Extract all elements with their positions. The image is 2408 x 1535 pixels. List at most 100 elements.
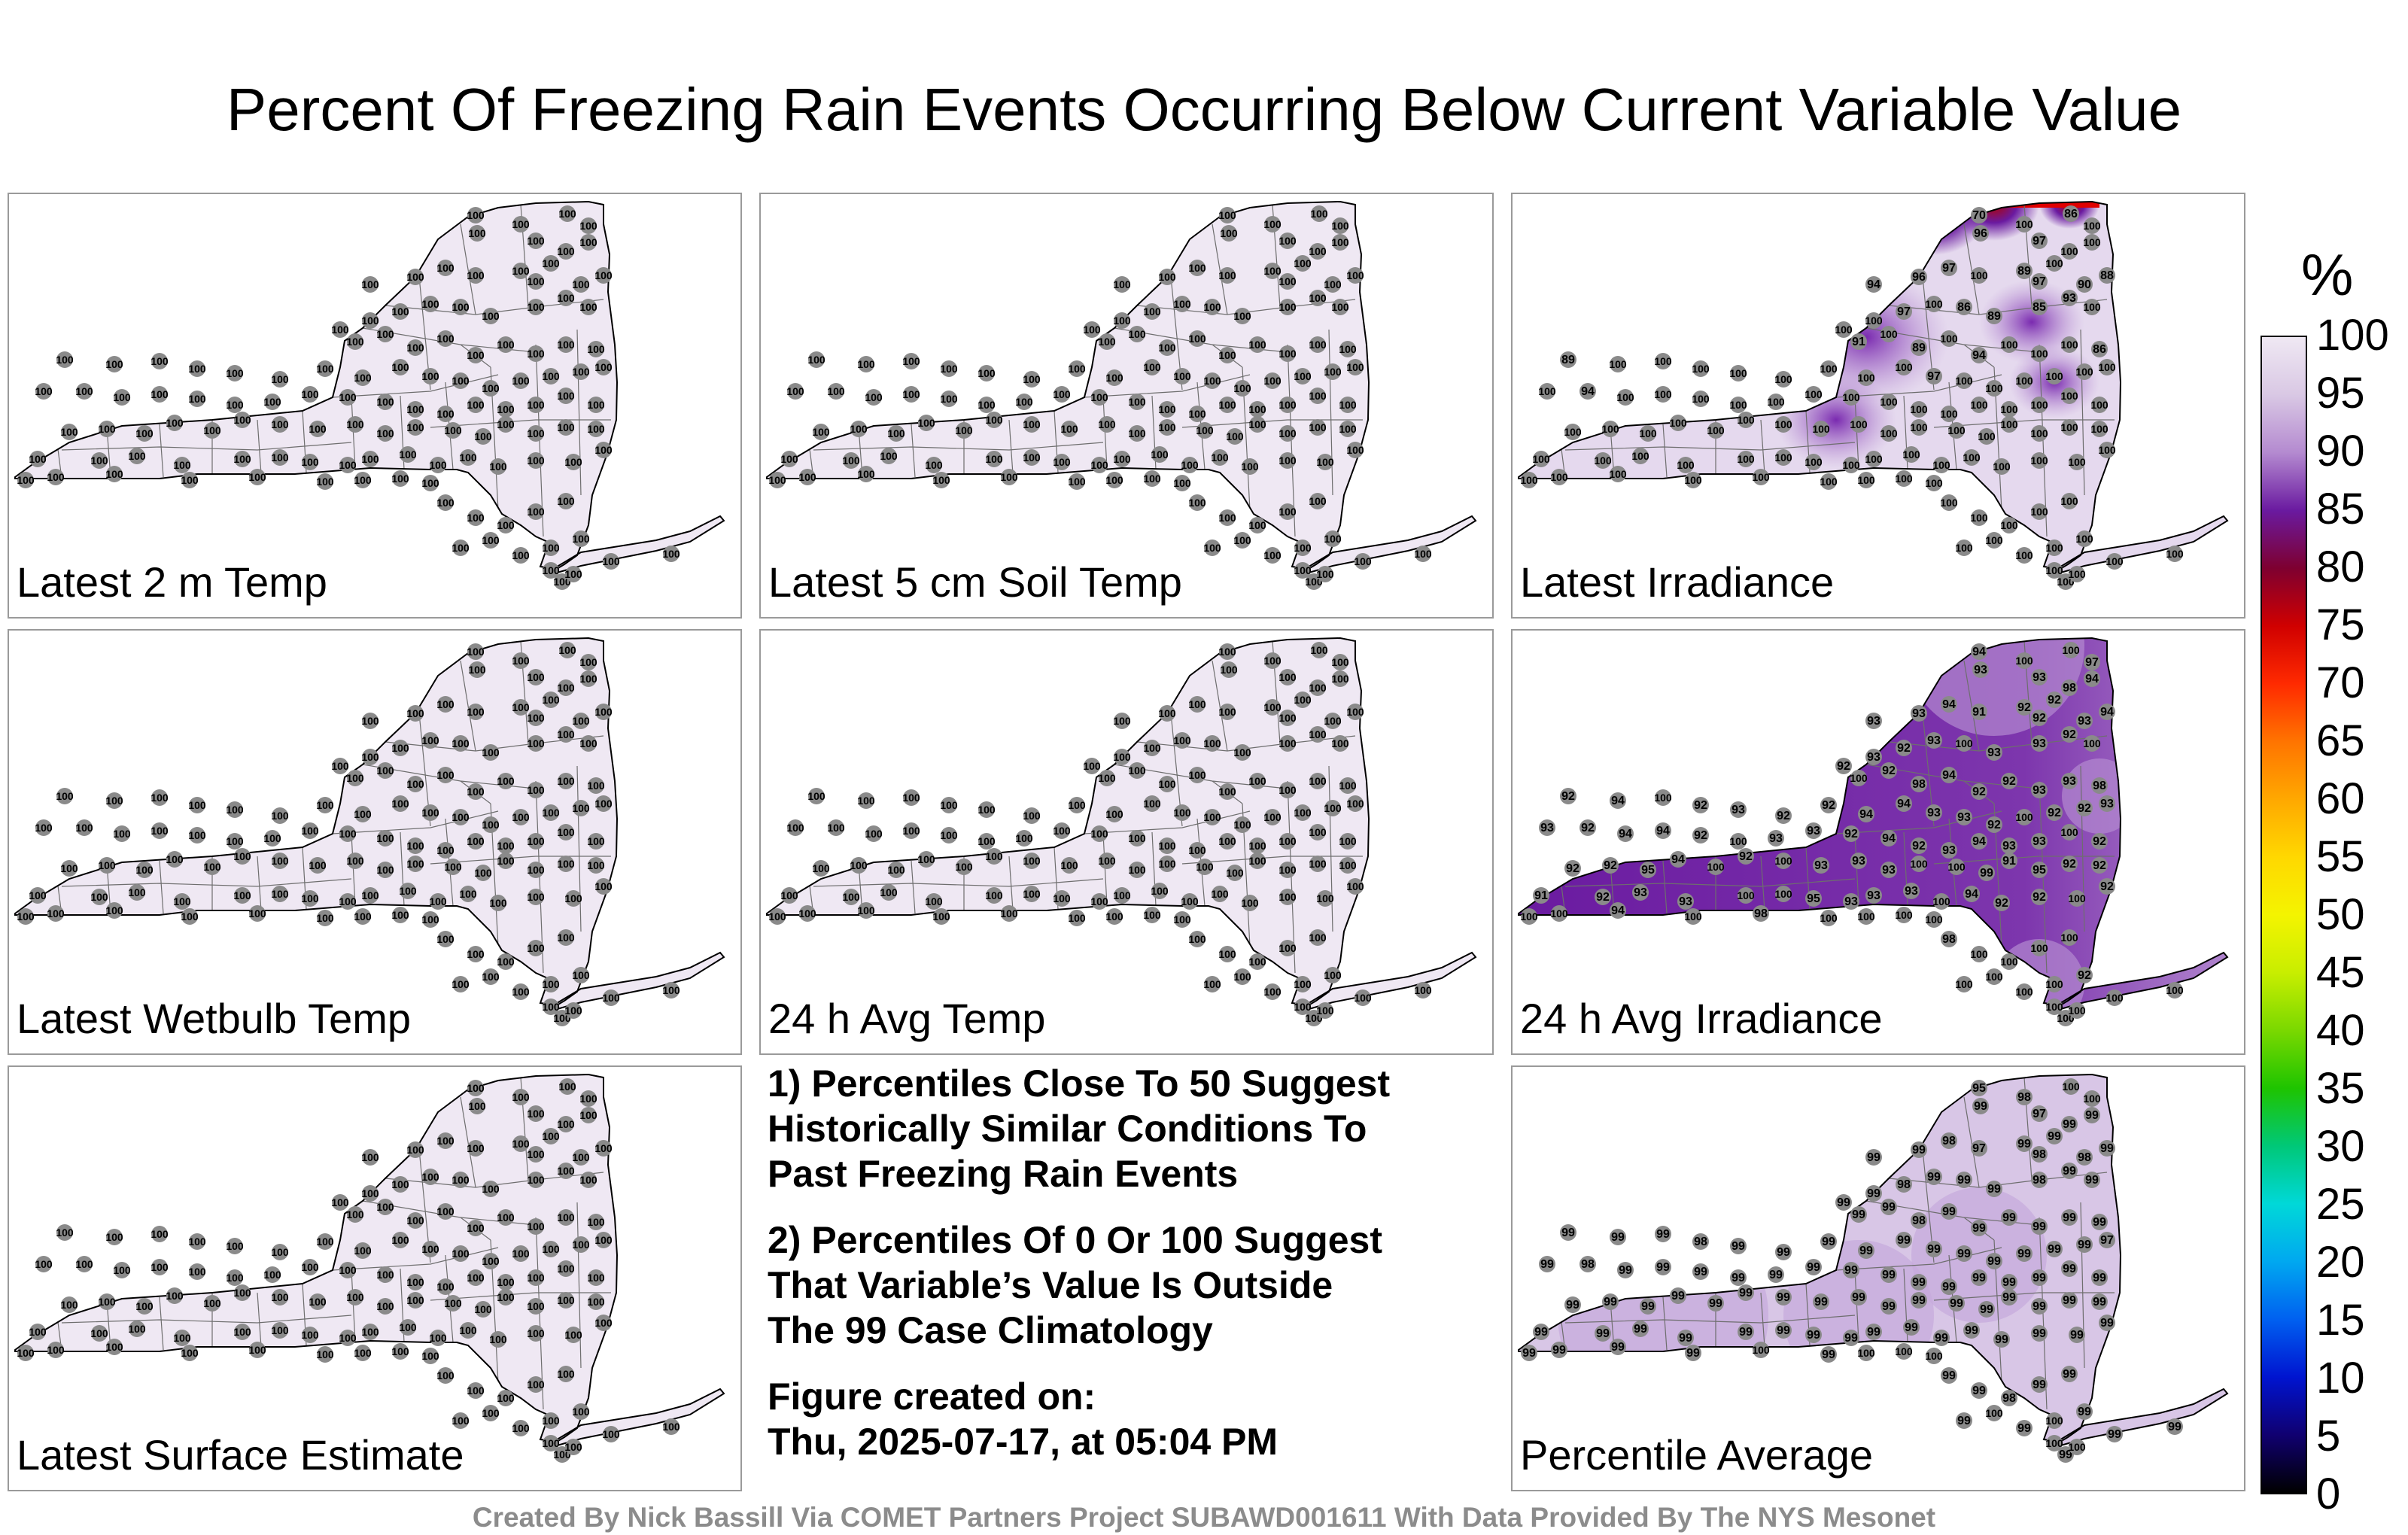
station-dot bbox=[482, 380, 499, 397]
station-marker: 100 bbox=[1346, 359, 1364, 375]
station-dot bbox=[565, 1327, 582, 1343]
station-value: 100 bbox=[1331, 737, 1349, 749]
county-border bbox=[460, 660, 476, 752]
station-value: 100 bbox=[482, 382, 500, 394]
station-marker: 100 bbox=[1339, 833, 1357, 850]
station-marker: 100 bbox=[527, 425, 545, 442]
station-value: 100 bbox=[497, 1276, 515, 1288]
station-dot bbox=[986, 412, 1002, 428]
station-dot bbox=[528, 940, 544, 956]
station-dot bbox=[1632, 1321, 1649, 1337]
station-dot bbox=[573, 800, 589, 816]
colorbar-tick-label: 70 bbox=[2316, 658, 2365, 707]
station-marker: 100 bbox=[173, 1330, 191, 1346]
station-marker: 100 bbox=[135, 1298, 154, 1315]
station-dot bbox=[1971, 347, 1987, 363]
station-value: 100 bbox=[181, 910, 199, 923]
station-marker: 100 bbox=[542, 976, 560, 992]
station-marker: 100 bbox=[1173, 368, 1191, 385]
station-marker: 100 bbox=[594, 1232, 613, 1248]
station-marker: 100 bbox=[2062, 1078, 2080, 1095]
station-value: 100 bbox=[1068, 912, 1086, 924]
state-outline bbox=[1518, 200, 2122, 570]
station-value: 100 bbox=[594, 444, 613, 456]
station-value: 100 bbox=[527, 1220, 545, 1233]
station-value: 100 bbox=[1263, 811, 1282, 823]
station-dot bbox=[1332, 234, 1348, 251]
station-marker: 95 bbox=[1805, 890, 1822, 907]
station-marker: 100 bbox=[985, 848, 1003, 865]
station-dot bbox=[106, 1229, 123, 1245]
station-value: 94 bbox=[1671, 853, 1685, 866]
station-marker: 100 bbox=[557, 679, 575, 696]
station-value: 100 bbox=[579, 301, 597, 313]
station-value: 100 bbox=[497, 840, 515, 852]
station-dot bbox=[1610, 792, 1626, 809]
station-marker: 100 bbox=[662, 546, 680, 562]
station-marker: 100 bbox=[56, 788, 74, 804]
station-value: 100 bbox=[602, 1428, 620, 1440]
county-border bbox=[1760, 856, 1765, 911]
station-dot bbox=[2061, 1260, 2078, 1277]
station-value: 100 bbox=[940, 363, 958, 375]
station-value: 99 bbox=[1942, 1205, 1956, 1218]
station-value: 100 bbox=[391, 798, 409, 810]
station-marker: 88 bbox=[2099, 267, 2115, 284]
station-dot bbox=[1986, 968, 2002, 985]
station-dot bbox=[354, 806, 371, 822]
station-value: 100 bbox=[1932, 895, 1950, 907]
station-value: 100 bbox=[1173, 370, 1191, 382]
station-marker: 100 bbox=[1729, 833, 1747, 850]
station-marker: 100 bbox=[301, 822, 319, 839]
station-dot bbox=[1956, 1245, 1972, 1262]
station-value: 100 bbox=[346, 418, 364, 430]
station-dot bbox=[1896, 303, 1912, 320]
station-value: 100 bbox=[489, 460, 507, 473]
station-marker: 100 bbox=[587, 857, 605, 874]
station-marker: 100 bbox=[1248, 853, 1266, 869]
station-dot bbox=[1579, 819, 1596, 836]
station-value: 100 bbox=[662, 984, 680, 996]
station-dot bbox=[2031, 345, 2048, 362]
station-dot bbox=[1880, 394, 1897, 410]
station-dot bbox=[512, 547, 529, 564]
station-dot bbox=[497, 853, 514, 869]
station-value: 99 bbox=[2108, 1428, 2121, 1441]
station-dot bbox=[2076, 276, 2093, 293]
station-dot bbox=[1948, 1295, 1965, 1312]
station-value: 100 bbox=[2030, 506, 2048, 518]
colorbar-tick-label: 90 bbox=[2316, 427, 2365, 476]
station-value: 97 bbox=[1927, 370, 1941, 383]
station-value: 92 bbox=[2078, 969, 2091, 982]
station-marker: 100 bbox=[1331, 234, 1349, 251]
station-dot bbox=[129, 448, 145, 464]
station-marker: 100 bbox=[173, 893, 191, 910]
station-marker: 98 bbox=[2031, 1172, 2048, 1188]
station-marker: 100 bbox=[203, 422, 221, 439]
station-marker: 100 bbox=[2045, 562, 2063, 579]
station-marker: 100 bbox=[2060, 336, 2078, 353]
county-border bbox=[332, 1247, 499, 1271]
station-dot bbox=[580, 735, 597, 752]
station-marker: 100 bbox=[1278, 940, 1297, 956]
station-value: 100 bbox=[361, 453, 379, 465]
station-dot bbox=[1655, 386, 1671, 403]
station-marker: 99 bbox=[1865, 1324, 1882, 1340]
station-dot bbox=[497, 336, 514, 353]
station-marker: 100 bbox=[29, 1324, 47, 1340]
station-marker: 100 bbox=[1113, 887, 1131, 904]
station-marker: 100 bbox=[451, 1172, 470, 1188]
station-dot bbox=[1911, 837, 1927, 854]
station-dot bbox=[452, 1412, 469, 1429]
station-value: 100 bbox=[1947, 424, 1966, 436]
station-marker: 100 bbox=[1226, 865, 1244, 881]
station-marker: 92 bbox=[2001, 773, 2017, 789]
station-value: 100 bbox=[985, 414, 1003, 426]
station-value: 100 bbox=[1729, 835, 1747, 847]
station-dot bbox=[1986, 308, 2002, 324]
station-marker: 100 bbox=[421, 1169, 439, 1185]
station-value: 100 bbox=[436, 1135, 455, 1147]
station-marker: 100 bbox=[2068, 890, 2086, 907]
county-border bbox=[332, 810, 499, 834]
station-value: 99 bbox=[1611, 1231, 1625, 1244]
